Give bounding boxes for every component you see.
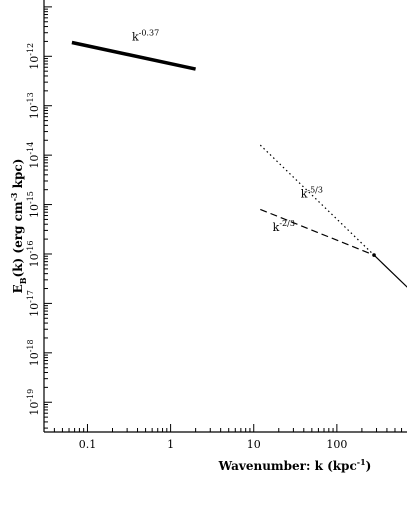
- series-line-solid-thin: [373, 254, 407, 288]
- data-series: [71, 40, 407, 288]
- x-tick-label: 10: [247, 438, 261, 451]
- tick-labels: 0.1110100100010-1210-1310-1410-1510-1610…: [26, 43, 407, 451]
- plot-frame: [43, 0, 407, 433]
- series-line-dashed: [260, 208, 375, 256]
- y-tick-label: 10-12: [26, 43, 41, 70]
- y-tick-label: 10-18: [26, 339, 41, 366]
- annotation-a3: k-2/3: [273, 219, 295, 234]
- annotations: k-0.37 k-5/3 k-2/3: [132, 28, 323, 234]
- x-axis-label: Wavenumber: k (kpc-1): [218, 457, 372, 473]
- series-line-dotted: [259, 144, 375, 256]
- x-tick-label: 1: [167, 438, 174, 451]
- y-tick-label: 10-14: [26, 142, 41, 169]
- axis-ticks: [43, 6, 403, 432]
- y-tick-label: 10-17: [26, 290, 41, 317]
- y-tick-label: 10-16: [26, 241, 41, 268]
- x-tick-label: 100: [326, 438, 347, 451]
- y-tick-label: 10-19: [26, 389, 41, 416]
- annotation-a2: k-5/3: [301, 185, 323, 200]
- y-axis-label: EB(k) (erg cm-3 kpc): [9, 159, 28, 294]
- y-tick-label: 10-13: [26, 92, 41, 119]
- y-tick-label: 10-15: [26, 191, 41, 218]
- junction-point: [372, 253, 376, 257]
- annotation-a1: k-0.37: [132, 28, 159, 43]
- x-tick-label: 0.1: [79, 438, 97, 451]
- series-line-solid-thick: [71, 40, 196, 71]
